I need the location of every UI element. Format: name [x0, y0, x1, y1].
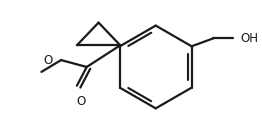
Text: O: O	[43, 54, 52, 67]
Text: OH: OH	[241, 32, 259, 45]
Text: O: O	[76, 95, 85, 108]
